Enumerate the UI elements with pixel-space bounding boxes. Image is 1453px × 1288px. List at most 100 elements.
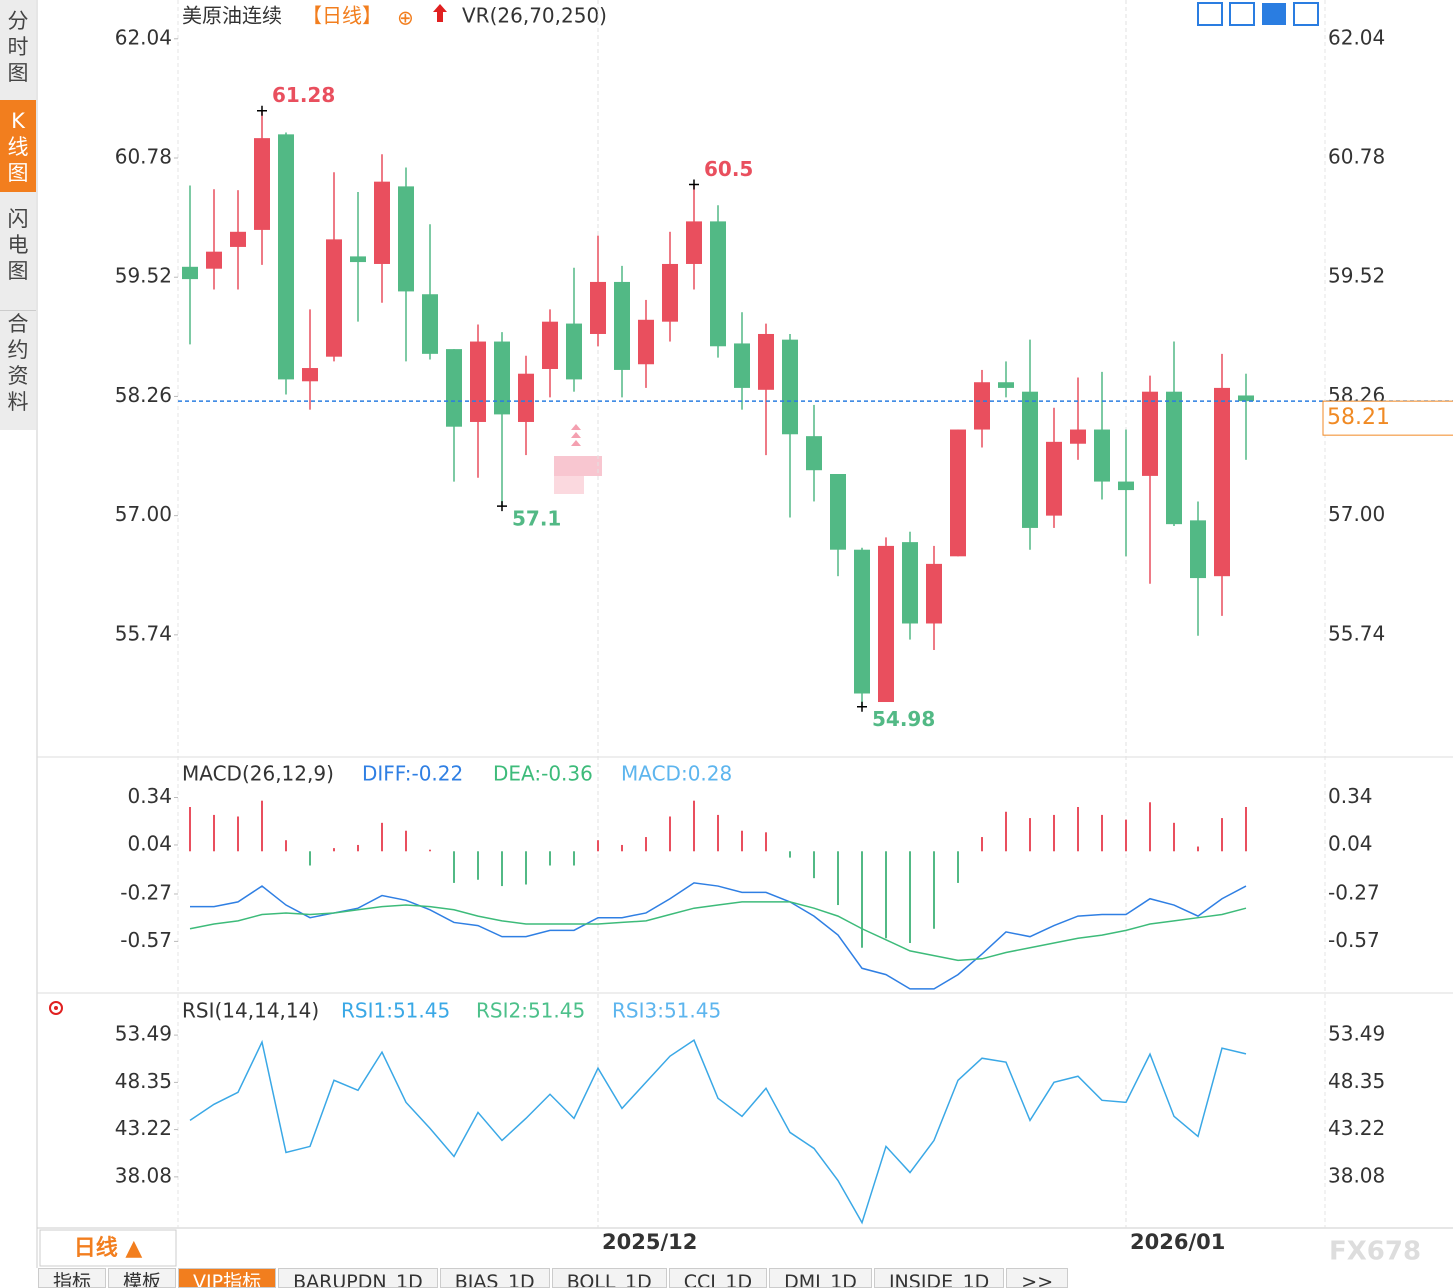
y-tick-label: 55.74 xyxy=(115,621,172,645)
add-icon[interactable]: ⊕ xyxy=(397,6,414,30)
candle-body xyxy=(854,549,870,694)
vr-arrow-icon xyxy=(433,4,447,22)
y-tick-label: 62.04 xyxy=(115,25,172,49)
y-tick-label: 38.08 xyxy=(115,1163,172,1187)
candle-body xyxy=(494,341,510,415)
candle-body xyxy=(638,319,654,365)
signal-marker xyxy=(554,424,602,494)
candle-body xyxy=(446,349,462,427)
watermark: FX678 xyxy=(1329,1237,1421,1267)
candle-body xyxy=(590,281,606,334)
y-tick-label: -0.27 xyxy=(120,880,172,904)
y-tick-label: 59.52 xyxy=(1328,264,1385,288)
side-tab[interactable]: 分时图 xyxy=(7,9,29,85)
candle-body xyxy=(374,181,390,264)
candle-body xyxy=(1166,391,1182,525)
candle-body xyxy=(1190,520,1206,579)
candle-body xyxy=(1214,387,1230,577)
candle-body xyxy=(1070,429,1086,444)
indicator-tab[interactable]: 指标 xyxy=(38,1268,107,1288)
candle-body xyxy=(974,382,990,430)
candle-body xyxy=(182,266,198,280)
candle-body xyxy=(614,281,630,370)
indicator-tab[interactable]: VIP指标 xyxy=(178,1268,277,1288)
candle-body xyxy=(398,186,414,292)
side-tab[interactable]: 闪电图 xyxy=(7,207,29,283)
extreme-label: 60.5 xyxy=(704,157,753,181)
candle-body xyxy=(710,221,726,347)
indicator-tab[interactable]: 模板 xyxy=(108,1268,177,1288)
period-button-label[interactable]: 日线 ▲ xyxy=(74,1235,143,1261)
y-tick-label: 0.04 xyxy=(1328,831,1373,855)
candle-body xyxy=(1118,481,1134,491)
last-price-label: 58.21 xyxy=(1327,405,1390,430)
candle-body xyxy=(1046,441,1062,516)
candle-body xyxy=(830,474,846,550)
indicator-line xyxy=(189,1039,1247,1225)
candle-body xyxy=(734,343,750,388)
y-tick-label: 62.04 xyxy=(1328,25,1385,49)
candle-body xyxy=(230,231,246,247)
candle-body xyxy=(302,368,318,382)
x-tick-label: 2026/01 xyxy=(1130,1230,1225,1254)
candle-body xyxy=(254,138,270,230)
indicator-tab[interactable]: BARUPDN_1D xyxy=(278,1268,438,1288)
indicator-tab[interactable]: BOLL_1D xyxy=(551,1268,667,1288)
tool-icon[interactable] xyxy=(1293,2,1319,26)
tool-icon[interactable] xyxy=(1197,2,1223,26)
candle-body xyxy=(902,542,918,624)
indicator: VR(26,70,250) xyxy=(462,4,607,28)
chart-title: RSI(14,14,14) xyxy=(182,999,319,1023)
extreme-label: 61.28 xyxy=(272,83,335,107)
legend-entry: MACD:0.28 xyxy=(621,762,732,786)
period-button[interactable] xyxy=(39,1229,177,1267)
y-tick-label: 55.74 xyxy=(1328,621,1385,645)
tool-icon[interactable] xyxy=(1229,2,1255,26)
y-tick-label: -0.27 xyxy=(1328,880,1380,904)
tab-bar: 指标 模板 VIP指标 BARUPDN_1D BIAS_1D BOLL_1D CCI_1D D… xyxy=(38,1268,1070,1288)
y-tick-label: 58.26 xyxy=(115,383,172,407)
candle-body xyxy=(422,294,438,354)
candle-body xyxy=(566,323,582,380)
y-tick-label: 48.35 xyxy=(115,1069,172,1093)
extreme-marker xyxy=(497,501,507,512)
indicator-tab[interactable]: BIAS_1D xyxy=(439,1268,550,1288)
candle-body xyxy=(542,321,558,369)
y-tick-label: 53.49 xyxy=(115,1022,172,1046)
candle-body xyxy=(950,429,966,557)
legend-entry: RSI3:51.45 xyxy=(612,999,721,1023)
tool-icon[interactable] xyxy=(1262,3,1286,25)
side-tab[interactable]: 合约资料 xyxy=(0,310,36,415)
indicator-tab[interactable]: CCI_1D xyxy=(668,1268,768,1288)
candle-body xyxy=(782,339,798,435)
rsi-icon xyxy=(49,1001,63,1015)
candle-body xyxy=(758,333,774,390)
candle-body xyxy=(206,251,222,269)
indicator-tab[interactable]: INSIDE_1D xyxy=(873,1268,1005,1288)
y-tick-label: 48.35 xyxy=(1328,1069,1385,1093)
sidebar: 分时图 K线图 闪电图 合约资料 xyxy=(0,0,36,430)
extreme-label: 57.1 xyxy=(512,507,561,531)
candle-body xyxy=(518,373,534,422)
y-tick-label: 43.22 xyxy=(115,1116,172,1140)
period: 【日线】 xyxy=(302,4,382,28)
y-tick-label: 0.34 xyxy=(127,784,172,808)
indicator-line xyxy=(190,882,1247,990)
x-tick-label: 2025/12 xyxy=(602,1230,697,1254)
candle-body xyxy=(878,545,894,703)
legend-entry: RSI2:51.45 xyxy=(476,999,585,1023)
y-tick-label: 53.49 xyxy=(1328,1022,1385,1046)
last-price-box xyxy=(1322,400,1453,436)
indicator-tab[interactable]: DMI_1D xyxy=(769,1268,872,1288)
legend-entry: RSI1:51.45 xyxy=(341,999,450,1023)
legend-entry: DEA:-0.36 xyxy=(493,762,593,786)
y-tick-label: 59.52 xyxy=(115,264,172,288)
chart-title: MACD(26,12,9) xyxy=(182,762,334,786)
indicator-tab[interactable]: >> xyxy=(1006,1268,1069,1288)
candle-body xyxy=(326,239,342,357)
extreme-marker xyxy=(857,701,867,712)
side-tab[interactable]: K线图 xyxy=(0,100,36,192)
toolbar xyxy=(1197,2,1319,26)
